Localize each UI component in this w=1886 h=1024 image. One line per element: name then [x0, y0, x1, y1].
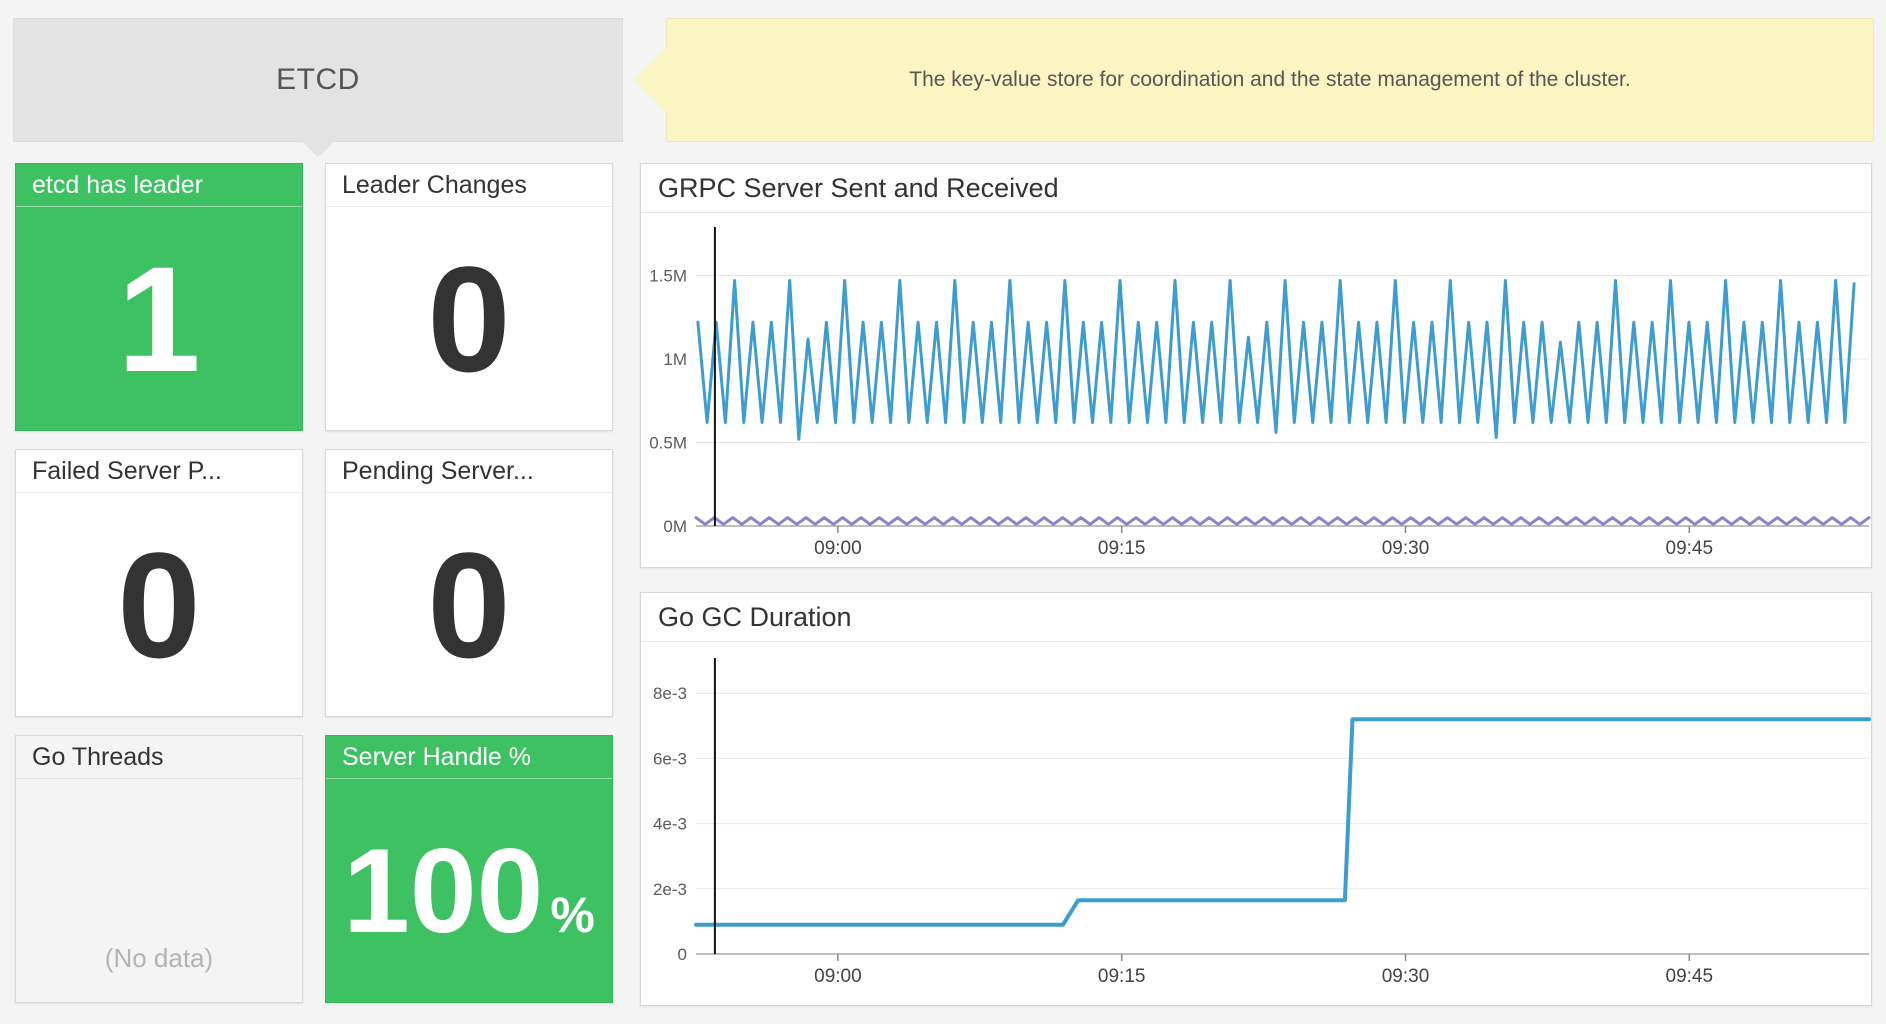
stat-value-etcd-has-leader: 1: [117, 234, 201, 403]
stat-panel-go-threads: Go Threads (No data): [15, 735, 303, 1003]
y-tick-label: 8e-3: [653, 684, 687, 703]
stat-body: 0: [326, 207, 612, 430]
stat-number: 100: [343, 823, 544, 958]
panel-title-failed-server-proposals[interactable]: Failed Server P...: [16, 450, 302, 493]
series-grpc-server-received: [694, 516, 1871, 526]
stat-body: 0: [326, 493, 612, 716]
series-grpc-server-sent: [696, 279, 1856, 441]
stat-value-server-handle-percent: 100 %: [343, 831, 595, 951]
stat-panel-etcd-has-leader: etcd has leader 1: [15, 163, 303, 431]
x-tick-label: 09:30: [1382, 966, 1430, 987]
panel-title-server-handle-percent[interactable]: Server Handle %: [326, 736, 612, 779]
y-tick-label: 4e-3: [653, 815, 687, 834]
series-go-gc-duration: [694, 717, 1871, 927]
stat-panel-leader-changes: Leader Changes 0: [325, 163, 613, 431]
stat-body: (No data): [16, 779, 302, 1002]
stat-body: 0: [16, 493, 302, 716]
stat-panel-failed-server-proposals: Failed Server P... 0: [15, 449, 303, 717]
stat-body: 100 %: [326, 779, 612, 1002]
gc-chart-plot[interactable]: 0 2e-3 4e-3 6e-3 8e-3 09:00 09:15 09:30 09:45: [641, 642, 1871, 1006]
no-data-label: (No data): [104, 943, 214, 973]
x-tick-label: 09:30: [1382, 538, 1430, 559]
y-tick-label: 0.5M: [649, 434, 687, 453]
stat-value-pending-server: 0: [427, 520, 511, 689]
panel-title-go-threads[interactable]: Go Threads: [16, 736, 302, 779]
cluster-description-callout: The key-value store for coordination and…: [634, 18, 1874, 142]
chart-panel-go-gc-duration: Go GC Duration 0 2e-3 4e-3 6e-3 8e-3 09:00 09:…: [640, 592, 1872, 1006]
etcd-row-header: ETCD: [13, 18, 623, 157]
y-tick-label: 6e-3: [653, 749, 687, 768]
cluster-description-text: The key-value store for coordination and…: [909, 68, 1631, 91]
y-tick-label: 2e-3: [653, 880, 687, 899]
y-tick-label: 0M: [663, 517, 687, 536]
pointer-left-triangle: [634, 46, 668, 114]
pointer-down-triangle: [300, 140, 336, 157]
y-tick-label: 1M: [663, 350, 687, 369]
x-tick-label: 09:15: [1098, 538, 1146, 559]
x-tick-label: 09:00: [814, 538, 862, 559]
panel-title-grpc-server-sent-received[interactable]: GRPC Server Sent and Received: [641, 164, 1871, 213]
y-tick-label: 0: [678, 945, 687, 964]
stat-panel-server-handle-percent: Server Handle % 100 %: [325, 735, 613, 1003]
x-tick-label: 09:00: [814, 966, 862, 987]
x-tick-label: 09:15: [1098, 966, 1146, 987]
stat-body: 1: [16, 207, 302, 430]
stat-value-failed-server-proposals: 0: [117, 520, 201, 689]
panel-title-go-gc-duration[interactable]: Go GC Duration: [641, 593, 1871, 642]
x-tick-label: 09:45: [1666, 538, 1714, 559]
stat-value-leader-changes: 0: [427, 234, 511, 403]
panel-title-leader-changes[interactable]: Leader Changes: [326, 164, 612, 207]
y-tick-label: 1.5M: [649, 267, 687, 286]
panel-title-pending-server[interactable]: Pending Server...: [326, 450, 612, 493]
chart-panel-grpc-server-sent-received: GRPC Server Sent and Received 0M 0.5M 1M 1.…: [640, 163, 1872, 568]
grpc-chart-plot[interactable]: 0M 0.5M 1M 1.5M 09:00 09:15 09:30 09:45: [641, 213, 1871, 568]
panel-title-etcd-has-leader[interactable]: etcd has leader: [16, 164, 302, 207]
etcd-row-title: ETCD: [276, 63, 360, 96]
stat-percent-suffix: %: [550, 886, 595, 943]
x-tick-label: 09:45: [1666, 966, 1714, 987]
stat-panel-pending-server: Pending Server... 0: [325, 449, 613, 717]
